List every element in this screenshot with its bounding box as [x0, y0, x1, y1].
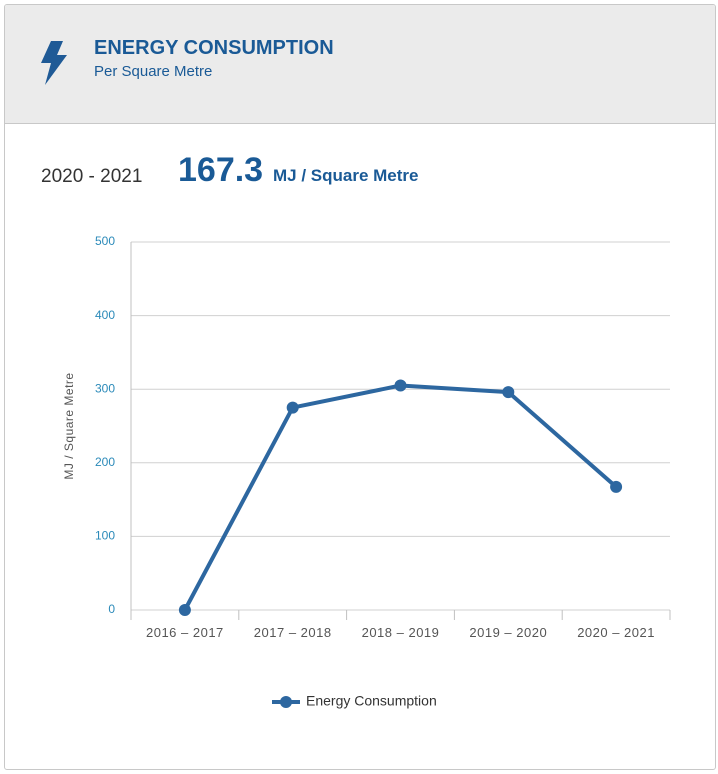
data-point: [286, 401, 299, 414]
card-header: ENERGY CONSUMPTION Per Square Metre: [5, 5, 715, 124]
legend-marker: [280, 696, 292, 708]
x-tick-label: 2016 – 2017: [145, 625, 224, 640]
card: ENERGY CONSUMPTION Per Square Metre 2020…: [4, 4, 716, 770]
y-tick-label: 200: [95, 455, 115, 469]
y-tick-label: 0: [108, 602, 115, 616]
summary-value: 167.3: [178, 151, 264, 189]
data-point: [610, 480, 623, 493]
y-tick-label: 400: [95, 308, 115, 322]
y-tick-label: 500: [95, 234, 115, 248]
lightning-icon: [41, 41, 67, 85]
summary-period: 2020 - 2021: [41, 166, 143, 187]
title: ENERGY CONSUMPTION: [94, 37, 334, 59]
data-point: [178, 604, 191, 616]
series-line: [183, 383, 618, 611]
data-point: [394, 379, 407, 392]
x-tick-label: 2017 – 2018: [253, 625, 332, 640]
y-tick-label: 100: [95, 529, 115, 543]
x-tick-label: 2018 – 2019: [361, 625, 440, 640]
legend-label: Energy Consumption: [306, 693, 437, 709]
x-tick-label: 2019 – 2020: [469, 625, 548, 640]
data-point: [502, 386, 515, 399]
summary-unit: MJ / Square Metre: [273, 166, 419, 185]
y-tick-label: 300: [95, 381, 115, 395]
y-axis-label: MJ / Square Metre: [62, 372, 76, 479]
subtitle: Per Square Metre: [94, 63, 213, 80]
x-tick-label: 2020 – 2021: [577, 625, 655, 640]
